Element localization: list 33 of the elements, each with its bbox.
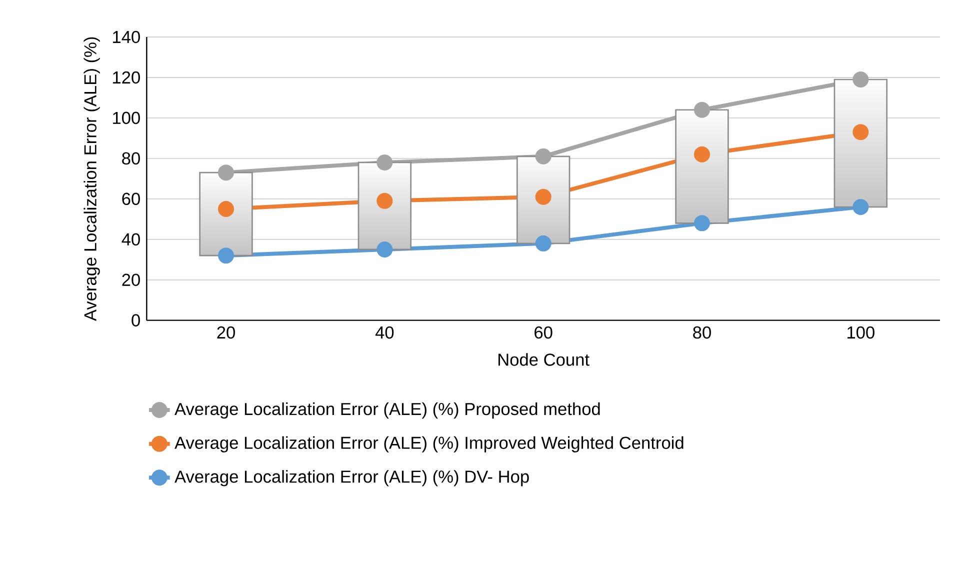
x-tick-label: 80 <box>693 326 711 339</box>
x-tick-label: 20 <box>217 326 235 339</box>
legend-label: Average Localization Error (ALE) (%) Improved Weighted Centroid <box>174 436 684 452</box>
point <box>535 235 552 252</box>
y-axis-title: Average Localization Error (ALE) (%) <box>84 37 100 322</box>
point <box>376 241 393 258</box>
y-tick-label: 80 <box>122 152 140 165</box>
y-tick-label: 0 <box>132 314 140 326</box>
y-tick-label: 140 <box>113 30 140 44</box>
point <box>218 201 234 218</box>
y-tick-label: 60 <box>122 192 140 206</box>
point <box>376 192 393 209</box>
point <box>852 124 869 140</box>
legend-label: Average Localization Error (ALE) (%) DV- Hop <box>174 470 529 486</box>
y-tick-label: 100 <box>113 112 140 124</box>
x-axis-title: Node Count <box>498 353 590 366</box>
y-tick-label: 40 <box>122 233 140 246</box>
y-tick-label: 120 <box>113 71 140 84</box>
point <box>694 215 710 232</box>
x-tick-label: 40 <box>375 326 394 339</box>
point <box>852 71 869 88</box>
point <box>218 248 234 264</box>
point <box>535 188 552 205</box>
point <box>694 102 710 118</box>
point <box>535 148 552 164</box>
x-tick-label: 100 <box>848 326 874 339</box>
point <box>218 164 234 181</box>
point <box>852 198 869 215</box>
x-tick-label: 60 <box>534 326 552 339</box>
point <box>376 154 393 170</box>
point <box>694 146 710 162</box>
y-tick-label: 20 <box>122 274 140 286</box>
legend-label: Average Localization Error (ALE) (%) Proposed method <box>174 402 600 419</box>
